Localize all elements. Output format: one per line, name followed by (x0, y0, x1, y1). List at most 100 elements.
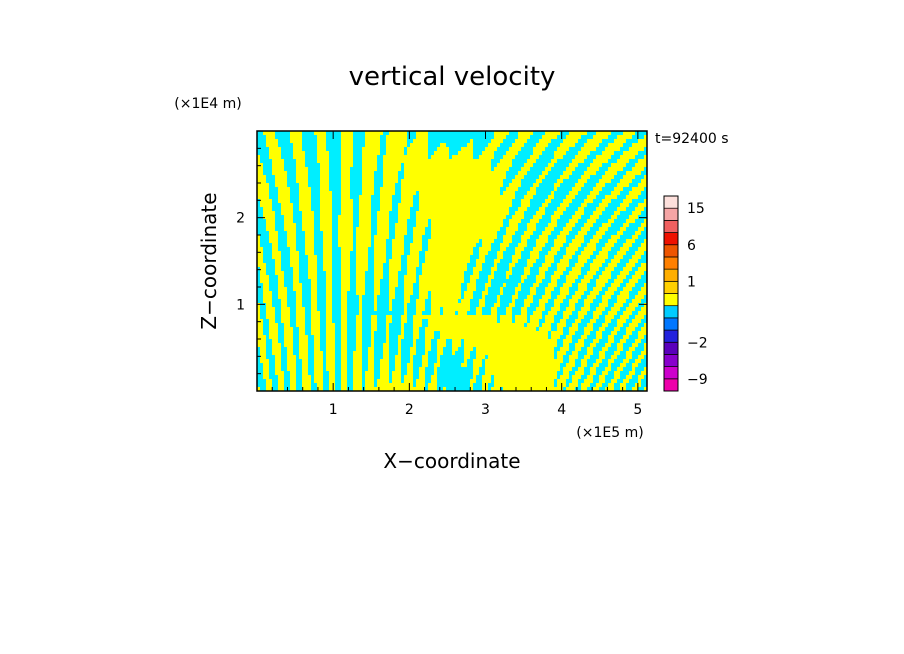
field-cell (620, 235, 632, 239)
field-cell (545, 303, 554, 307)
field-cell (422, 239, 428, 243)
field-cell (551, 323, 557, 327)
field-cell (401, 167, 404, 171)
field-cell (278, 331, 284, 335)
field-cell (506, 283, 518, 287)
field-cell (437, 379, 470, 383)
field-cell (563, 331, 569, 335)
field-cell (518, 151, 533, 155)
field-cell (389, 351, 398, 355)
field-cell (275, 315, 281, 319)
field-cell (638, 387, 644, 391)
field-cell (332, 235, 338, 239)
field-cell (503, 255, 512, 259)
field-cell (608, 255, 614, 259)
field-cell (311, 187, 320, 191)
field-cell (332, 315, 341, 319)
field-cell (626, 139, 638, 143)
field-cell (377, 155, 383, 159)
field-cell (413, 203, 419, 207)
field-cell (482, 359, 485, 363)
field-cell (548, 267, 557, 271)
field-cell (521, 251, 530, 255)
field-cell (413, 291, 419, 295)
field-cell (404, 243, 410, 247)
field-cell (566, 151, 578, 155)
field-cell (404, 323, 413, 327)
field-cell (560, 335, 566, 339)
field-cell (287, 299, 296, 303)
field-cell (587, 179, 599, 183)
field-cell (599, 143, 608, 147)
colorbar-segment (663, 378, 679, 392)
field-cell (497, 263, 509, 267)
field-cell (257, 135, 266, 139)
field-cell (263, 163, 272, 167)
field-cell (578, 247, 584, 251)
field-cell (551, 231, 560, 235)
field-cell (317, 291, 326, 295)
field-cell (482, 363, 485, 367)
field-cell (638, 151, 647, 155)
field-cell (461, 291, 464, 295)
field-cell (428, 219, 431, 223)
field-cell (440, 307, 443, 311)
field-cell (632, 243, 641, 247)
field-cell (401, 163, 404, 167)
field-cell (584, 339, 593, 343)
field-cell (269, 375, 278, 379)
field-cell (275, 307, 281, 311)
field-cell (299, 263, 308, 267)
field-cell (482, 263, 494, 267)
field-cell (410, 299, 416, 303)
field-cell (596, 371, 602, 375)
field-cell (317, 283, 326, 287)
field-cell (332, 195, 341, 199)
field-cell (293, 347, 299, 351)
field-cell (347, 351, 353, 355)
field-cell (392, 203, 398, 207)
field-cell (320, 315, 326, 319)
field-cell (437, 367, 473, 371)
field-cell (539, 155, 554, 159)
field-cell (272, 299, 281, 303)
field-cell (362, 303, 374, 307)
field-cell (374, 375, 380, 379)
field-cell (608, 159, 617, 163)
field-cell (350, 275, 356, 279)
field-cell (347, 347, 356, 351)
field-cell (257, 219, 266, 223)
field-cell (500, 295, 512, 299)
field-cell (518, 227, 527, 231)
field-cell (290, 195, 299, 199)
field-cell (638, 235, 647, 239)
field-cell (596, 343, 605, 347)
field-cell (383, 263, 389, 267)
field-cell (533, 163, 548, 167)
field-cell (308, 371, 314, 375)
field-cell (281, 355, 287, 359)
field-cell (287, 295, 296, 299)
field-cell (332, 283, 341, 287)
field-cell (512, 319, 515, 323)
field-cell (530, 235, 539, 239)
field-cell (557, 339, 563, 343)
field-cell (374, 335, 386, 339)
field-cell (563, 211, 575, 215)
field-cell (629, 379, 638, 383)
field-cell (413, 379, 416, 383)
field-cell (437, 383, 470, 387)
field-cell (410, 295, 419, 299)
field-cell (371, 203, 380, 207)
field-cell (362, 323, 371, 327)
field-cell (317, 303, 326, 307)
field-cell (335, 375, 341, 379)
field-cell (332, 247, 341, 251)
field-cell (611, 271, 620, 275)
field-cell (353, 223, 359, 227)
field-cell (470, 255, 479, 259)
field-cell (269, 275, 278, 279)
field-cell (380, 143, 386, 147)
field-cell (296, 243, 305, 247)
